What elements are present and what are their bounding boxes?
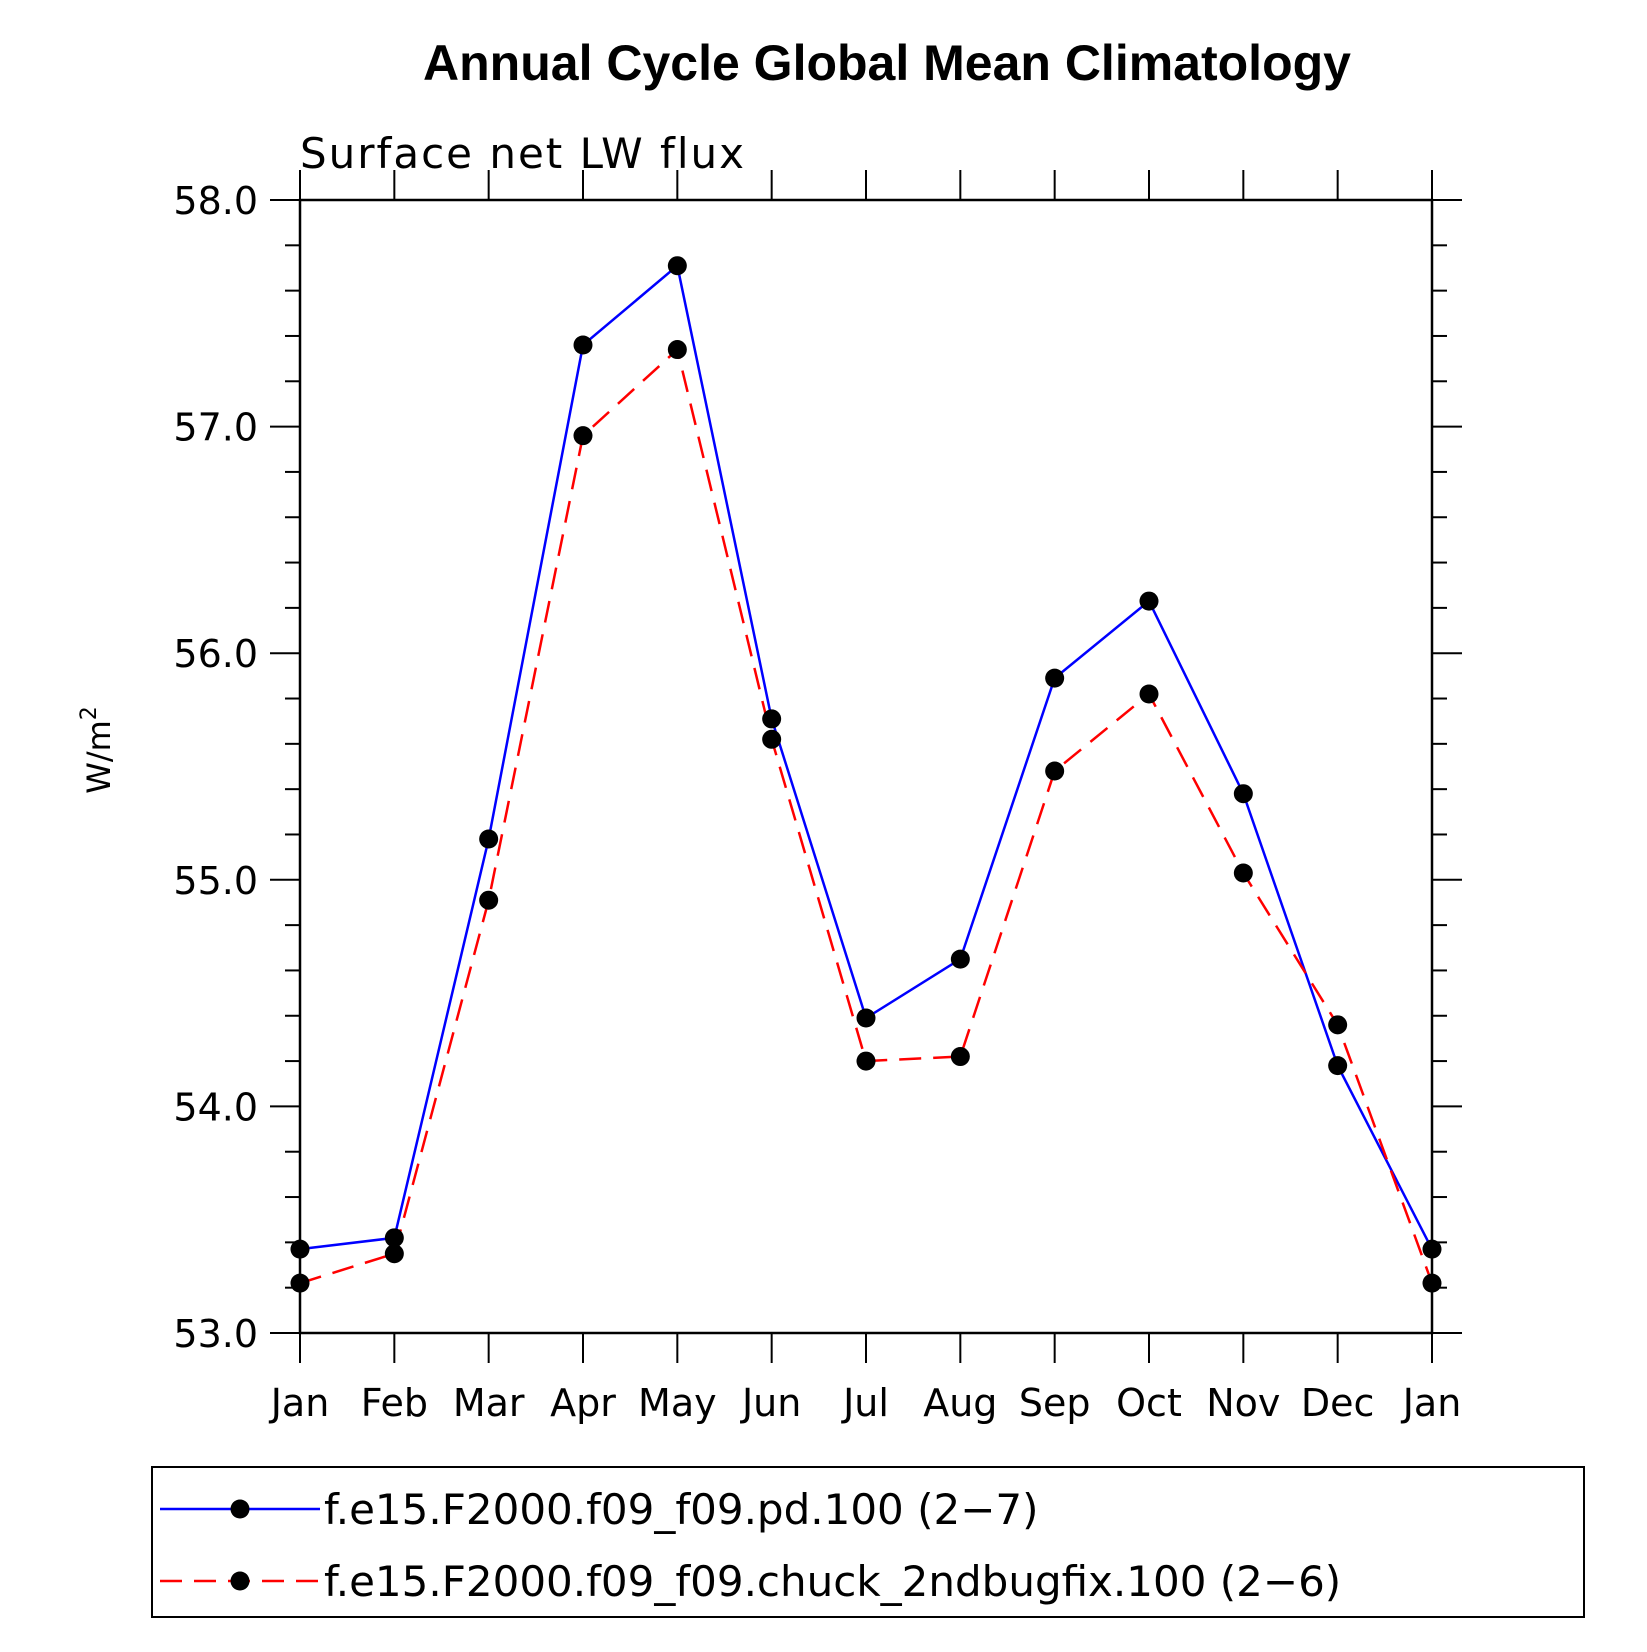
x-tick-label: Dec [1301, 1381, 1375, 1425]
y-tick-label: 58.0 [173, 179, 258, 223]
x-tick-label: Jan [1401, 1381, 1462, 1425]
y-tick-label: 53.0 [173, 1312, 258, 1356]
markers-layer [290, 256, 1442, 1293]
series-2-point [856, 1051, 876, 1071]
series-layer [299, 263, 1434, 1285]
series-2-point [1422, 1273, 1442, 1293]
x-tick-label: Feb [361, 1381, 428, 1425]
series-1-point [1233, 784, 1253, 804]
y-axis-label-exponent: 2 [77, 706, 102, 720]
series-1-point [573, 335, 593, 355]
legend: f.e15.F2000.f09_f09.pd.100 (2−7) f.e15.F2… [151, 1466, 1585, 1618]
legend-marker-1 [230, 1499, 250, 1519]
chart-title: Annual Cycle Global Mean Climatology [423, 35, 1351, 91]
axes: 53.0 54.0 55.0 56.0 57.0 58.0 Jan Feb Mar Apr May J… [173, 170, 1462, 1425]
series-1-point [1328, 1056, 1348, 1076]
series-line-1 [299, 263, 1434, 1251]
series-1-point [950, 949, 970, 969]
series-line-2 [299, 347, 1434, 1285]
x-tick-label: Oct [1116, 1381, 1182, 1425]
legend-box [151, 1466, 1585, 1618]
y-axis-label: W/m2 [77, 706, 118, 794]
series-1-point [667, 256, 687, 276]
chart-subtitle: Surface net LW flux [300, 129, 746, 178]
series-1-point [856, 1008, 876, 1028]
series-2-point [573, 426, 593, 446]
x-tick-label: Jun [740, 1381, 801, 1425]
series-2-point [1139, 684, 1159, 704]
series-2-point [1233, 863, 1253, 883]
series-2-point [762, 729, 782, 749]
series-2-point [1045, 761, 1065, 781]
x-tick-label: May [638, 1381, 717, 1425]
series-1-point [384, 1228, 404, 1248]
series-2-point [950, 1047, 970, 1067]
legend-label-1: f.e15.F2000.f09_f09.pd.100 (2−7) [324, 1485, 1039, 1534]
x-tick-label: Jan [269, 1381, 330, 1425]
y-tick-label: 57.0 [173, 406, 258, 450]
series-2-point [290, 1273, 310, 1293]
series-2-point [479, 890, 499, 910]
x-tick-label: Aug [923, 1381, 997, 1425]
series-2-point [1328, 1015, 1348, 1035]
series-2-point [667, 340, 687, 360]
x-tick-label: Mar [453, 1381, 525, 1425]
y-tick-label: 54.0 [173, 1085, 258, 1129]
x-tick-label: Sep [1019, 1381, 1091, 1425]
series-2-point [384, 1244, 404, 1264]
series-1-point [762, 709, 782, 729]
x-tick-label: Apr [550, 1381, 616, 1425]
series-1-point [1422, 1239, 1442, 1259]
x-tick-label: Nov [1206, 1381, 1280, 1425]
series-1-point [1139, 591, 1159, 611]
y-tick-label: 56.0 [173, 632, 258, 676]
series-1-point [290, 1239, 310, 1259]
y-tick-label: 55.0 [173, 859, 258, 903]
legend-marker-2 [230, 1571, 250, 1591]
legend-label-2: f.e15.F2000.f09_f09.chuck_2ndbugfix.100 … [324, 1557, 1341, 1606]
x-tick-label: Jul [841, 1381, 889, 1425]
plot-frame [298, 198, 1434, 1335]
series-1-point [1045, 668, 1065, 688]
series-1-point [479, 829, 499, 849]
y-axis-label-unit: W/m [80, 720, 118, 794]
